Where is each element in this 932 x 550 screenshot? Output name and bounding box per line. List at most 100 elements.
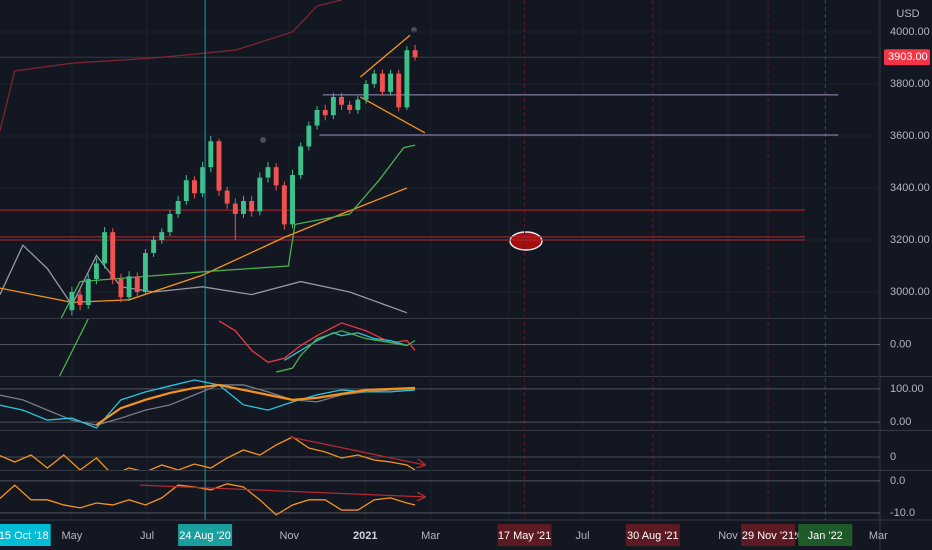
y-tick-label: 0.0 — [890, 475, 905, 487]
candle-body — [290, 174, 295, 225]
trend-line — [139, 484, 425, 497]
x-tick-label: Nov — [279, 530, 299, 542]
candle-body — [265, 167, 271, 178]
marker-label: 29 Nov '21 — [742, 530, 794, 542]
candle-body — [224, 190, 230, 204]
marker-box — [798, 524, 853, 546]
candle-body — [241, 200, 246, 214]
y-tick-label: 3200.00 — [890, 234, 930, 246]
candle-body — [175, 200, 181, 214]
candle-body — [363, 83, 369, 100]
y-tick-label: 0 — [890, 451, 896, 463]
candle-body — [339, 96, 344, 105]
candle-body — [118, 278, 124, 298]
candle-body — [77, 294, 83, 305]
x-tick-label: Mar — [869, 530, 888, 542]
candle-body — [388, 73, 394, 92]
candle-body — [110, 232, 116, 279]
currency-label: USD — [896, 8, 919, 20]
candle-body — [412, 50, 418, 58]
candle-body — [208, 141, 214, 168]
event-dot — [260, 137, 266, 143]
y-tick-label: 3800.00 — [890, 78, 930, 90]
indicator-line — [276, 330, 416, 373]
indicator-line — [0, 379, 416, 429]
pane — [0, 0, 839, 318]
indicator-line — [0, 436, 416, 470]
candle-body — [200, 167, 206, 194]
indicator-line — [284, 332, 408, 361]
pane — [0, 436, 880, 470]
marker-label: Jan '22 — [808, 530, 843, 542]
candle-body — [232, 203, 238, 214]
marker-box — [497, 524, 552, 546]
candle-body — [183, 180, 189, 201]
y-tick-label: 0.00 — [890, 416, 911, 428]
candle-body — [167, 213, 173, 233]
candle-body — [192, 180, 197, 194]
candle-body — [396, 73, 402, 108]
candle-body — [249, 200, 255, 212]
x-tick-label: Nov — [718, 530, 738, 542]
last-price-box — [884, 49, 930, 66]
marker-label: 24 Aug '20 — [179, 530, 231, 542]
candle-body — [151, 239, 157, 253]
x-tick-label: May — [62, 530, 83, 542]
marker-box — [741, 524, 796, 546]
pane — [0, 379, 880, 429]
candle-body — [404, 50, 410, 108]
annotation-ellipse — [509, 231, 543, 251]
candle-body — [355, 99, 361, 110]
trend-line — [289, 436, 425, 465]
x-tick-label: 2021 — [353, 530, 377, 542]
candle-body — [126, 276, 132, 298]
candle-body — [322, 109, 328, 116]
y-tick-label: 100.00 — [890, 383, 924, 395]
candle-body — [257, 177, 263, 212]
candle-body — [142, 252, 148, 292]
candle-body — [134, 276, 140, 292]
y-tick-label: 3000.00 — [890, 286, 930, 298]
indicator-line — [0, 483, 416, 516]
candle-body — [306, 125, 312, 147]
marker-label: 17 May '21 — [498, 530, 551, 542]
x-tick-label: Jul — [576, 530, 590, 542]
candle-body — [93, 263, 99, 279]
x-tick-label: Jul — [140, 530, 154, 542]
marker-box — [0, 524, 51, 546]
candle-body — [85, 278, 91, 305]
y-tick-label: 4000.00 — [890, 26, 930, 38]
trend-line — [360, 96, 426, 134]
candle-body — [102, 232, 108, 264]
indicator-line — [218, 320, 416, 363]
indicator-line — [59, 319, 89, 376]
pane — [0, 319, 880, 376]
candle-body — [298, 146, 304, 175]
candle-body — [379, 73, 385, 92]
y-tick-label: -10.0 — [890, 507, 915, 519]
candle-body — [281, 185, 287, 225]
indicator-line — [0, 0, 342, 131]
marker-label: 30 Aug '21 — [627, 530, 679, 542]
candle-body — [159, 232, 165, 240]
candle-body — [69, 291, 75, 311]
candle-body — [273, 167, 279, 186]
candle-body — [371, 73, 377, 84]
trend-line — [359, 34, 411, 78]
y-tick-label: 0.00 — [890, 338, 911, 350]
marker-box — [625, 524, 680, 546]
candle-body — [314, 109, 320, 126]
y-tick-label: 3600.00 — [890, 130, 930, 142]
x-tick-label: Mar — [421, 530, 440, 542]
marker-box — [178, 524, 233, 546]
candle-body — [330, 96, 336, 116]
candle-body — [216, 141, 222, 191]
last-price-label: 3903.00 — [888, 51, 928, 63]
y-tick-label: 3400.00 — [890, 182, 930, 194]
indicator-line — [95, 383, 416, 426]
pane — [0, 480, 880, 516]
